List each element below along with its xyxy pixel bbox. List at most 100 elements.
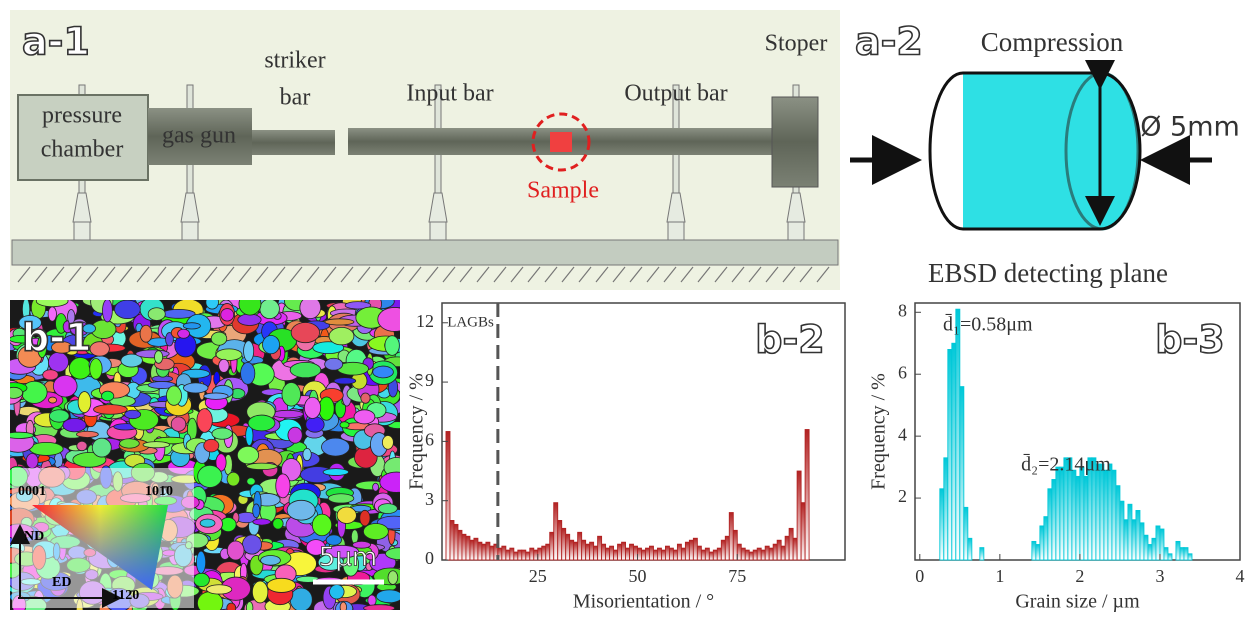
bar [1107,463,1113,561]
hatch-line [17,266,31,283]
x-tick-label: 25 [529,566,547,586]
support-foot [73,221,91,241]
grain [226,471,241,487]
hatch-line [595,266,609,283]
grain [42,369,59,381]
grain [238,300,262,316]
grain [252,503,261,519]
bar [676,543,682,561]
grain [311,513,333,537]
bar [1103,469,1109,561]
bar [1031,540,1037,561]
grain [377,503,398,514]
grain [290,322,320,344]
grain [353,409,376,425]
hatch-line [782,266,796,283]
grain [329,584,345,600]
grain [211,427,233,440]
bar [728,512,734,561]
grain [302,448,312,462]
bar [1051,479,1057,561]
grain [48,396,58,404]
hatch-line [408,266,422,283]
grain [379,471,400,493]
grain [299,300,322,319]
bar [517,549,523,561]
panel-label: b-1 [22,316,91,360]
panel-label: a-2 [855,20,923,64]
grain [196,408,213,433]
grain [324,318,355,326]
bar [684,541,690,561]
grain [52,374,78,398]
grain [252,518,272,526]
grain [177,328,190,339]
hatch-line [663,266,677,283]
bar [708,551,714,561]
bar [609,545,615,561]
bar [792,537,798,561]
bar [565,533,571,561]
grain [286,499,316,521]
grain [166,385,182,406]
bar [625,547,630,561]
grain [199,518,216,528]
grain [304,396,322,419]
support-cone [666,192,686,223]
grain [318,396,335,421]
grain [377,307,400,332]
y-tick-label: 9 [425,370,434,390]
grain [220,308,235,322]
grain [102,300,113,323]
y-tick-label: 12 [416,311,434,331]
cylinder-outline [928,71,1142,231]
x-tick-label: 3 [1155,566,1164,586]
grain [281,382,301,407]
grain [324,544,360,559]
bar [720,539,726,561]
grain [333,377,357,385]
x-tick-label: 1 [995,566,1004,586]
bar [959,386,965,561]
bar [453,523,459,561]
grain [359,509,371,527]
bar [680,547,686,561]
hatch-line [510,266,524,283]
grain [183,382,209,394]
label: Sample [527,178,599,204]
x-tick-label: 4 [1236,566,1245,586]
bar [1111,469,1117,561]
y-tick-label: 6 [898,362,907,382]
grain [203,392,229,400]
bar [549,531,555,561]
bar [688,539,694,561]
hatch-line [612,266,626,283]
bar [800,502,806,561]
hatch-line [51,266,65,283]
x-axis-label: Misorientation / ° [573,591,714,613]
bar [955,308,961,561]
grain [25,453,39,469]
bar [776,539,782,561]
bar [537,547,543,561]
grain [48,409,70,423]
y-tick-label: 6 [425,430,434,450]
bar [788,527,794,561]
legend-text: ED [52,575,71,590]
hatch-line [561,266,575,283]
grain [10,386,23,399]
grain [287,426,303,444]
grain [251,580,269,604]
grain [352,541,372,549]
bar [943,457,949,561]
hatch-line [34,266,48,283]
hatch-line [629,266,643,283]
grain [226,602,237,610]
hatch-line [493,266,507,283]
support-cone [72,192,92,223]
grain [197,464,223,488]
bar [1039,525,1045,561]
grain [275,473,291,499]
grain [242,534,262,555]
hatch-line [527,266,541,283]
